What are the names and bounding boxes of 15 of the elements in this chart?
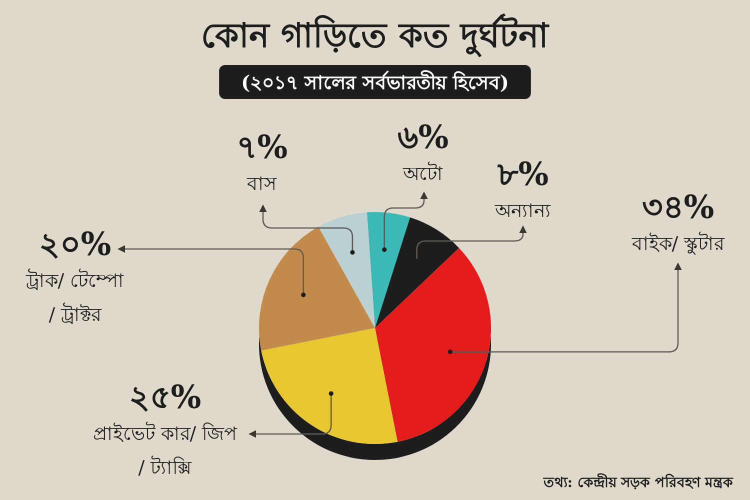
slice-label: বাস (246, 173, 277, 195)
slice-label: ট্রাক/ টেম্পো / ট্রাক্টর (24, 269, 124, 326)
data-label: ২৫% (128, 378, 202, 416)
text: তথ্য: কেন্দ্রীয় সড়ক পরিবহণ মন্ত্রক (542, 473, 734, 491)
data-label: ৮% (496, 155, 549, 193)
chart-title: কোন গাড়িতে কত দুর্ঘটনা (201, 13, 550, 57)
data-label: ৬% (397, 118, 449, 156)
data-label: ২০% (38, 225, 112, 263)
chart-subtitle: (২০১৭ সালের সর্বভারতীয় হিসেব) (241, 70, 509, 94)
slice-label: অন্যান্য (494, 200, 551, 222)
data-label: ৭% (236, 128, 288, 166)
slice-label: অটো (402, 162, 443, 185)
data-label: ৩৪% (642, 188, 714, 226)
slice-label: প্রাইভেট কার/ জিপ / ট্যাক্সি (92, 422, 238, 479)
slice-label: বাইক/ স্কুটার (630, 232, 726, 255)
